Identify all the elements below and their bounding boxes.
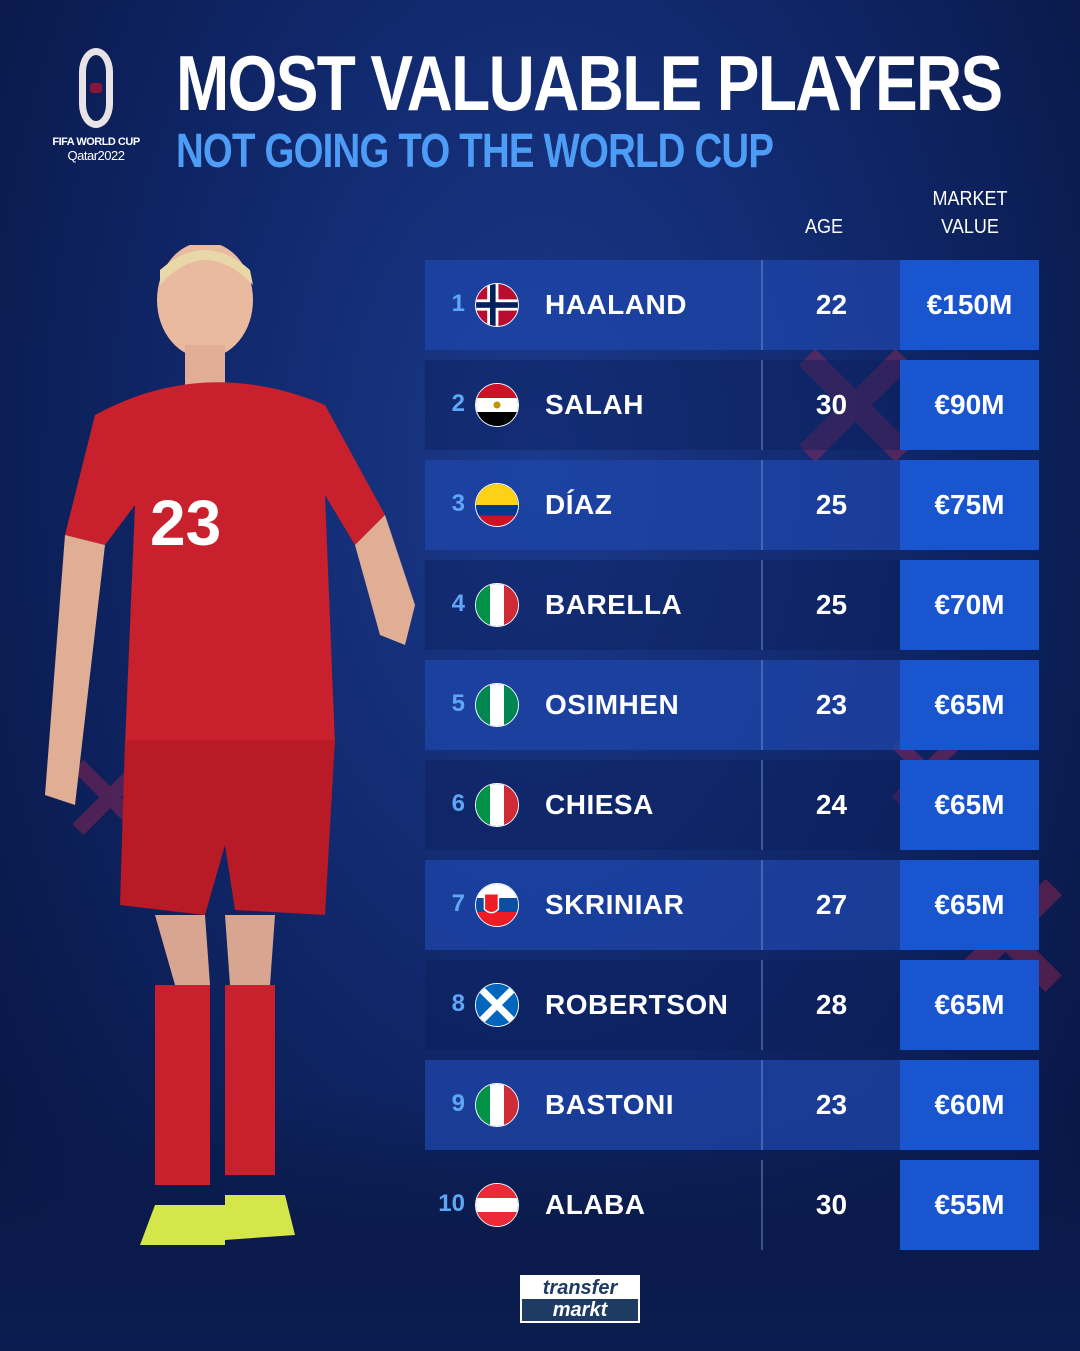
player-market-value: €65M <box>900 660 1039 750</box>
player-rank: 3 <box>451 490 465 517</box>
header-market-value-line2: VALUE <box>941 216 999 238</box>
player-rank: 2 <box>451 390 465 417</box>
header-market-value: MARKET VALUE <box>907 185 1033 241</box>
page-subtitle: NOT GOING TO THE WORLD CUP <box>176 125 774 178</box>
player-rank: 1 <box>451 290 465 317</box>
header-market-value-line1: MARKET <box>932 188 1008 210</box>
player-name: CHIESA <box>545 789 654 820</box>
player-name: DÍAZ <box>545 489 613 520</box>
transfermarkt-logo: transfer markt <box>520 1275 640 1323</box>
player-row: 3 DÍAZ 25 €75M <box>425 460 1040 550</box>
player-age: 25 <box>815 489 848 520</box>
player-market-value: €65M <box>900 960 1039 1050</box>
player-row: 2 SALAH 30 €90M <box>425 360 1040 450</box>
player-row: 5 OSIMHEN 23 €65M <box>425 660 1040 750</box>
italy-flag-icon <box>475 783 519 827</box>
player-age: 28 <box>815 989 848 1020</box>
column-divider <box>761 660 763 750</box>
player-rank: 6 <box>451 790 465 817</box>
player-age: 24 <box>815 789 848 820</box>
player-row: 7 SKRINIAR 27 €65M <box>425 860 1040 950</box>
player-photo: 23 <box>45 245 415 1245</box>
player-market-value: €75M <box>900 460 1039 550</box>
player-age: 30 <box>815 1189 848 1220</box>
column-divider <box>761 960 763 1050</box>
transfermarkt-logo-line2: markt <box>552 1299 608 1321</box>
player-age: 23 <box>815 689 848 720</box>
scotland-flag-icon <box>475 983 519 1027</box>
player-rank: 8 <box>451 990 465 1017</box>
header-age: AGE <box>804 216 844 238</box>
column-divider <box>761 260 763 350</box>
player-age: 30 <box>815 389 848 420</box>
logo-line1: FIFA WORLD CUP <box>52 136 140 148</box>
player-row: 6 CHIESA 24 €65M <box>425 760 1040 850</box>
slovakia-flag-icon <box>475 883 519 927</box>
player-row: 10 ALABA 30 €55M <box>425 1160 1040 1250</box>
player-market-value: €65M <box>900 760 1039 850</box>
player-market-value: €60M <box>900 1060 1039 1150</box>
player-name: ALABA <box>545 1189 646 1220</box>
colombia-flag-icon <box>475 483 519 527</box>
player-rank: 5 <box>451 690 465 717</box>
player-rank: 9 <box>451 1090 465 1117</box>
player-name: SKRINIAR <box>545 889 685 920</box>
player-name: BARELLA <box>545 589 683 620</box>
fifa-world-cup-logo: FIFA WORLD CUP Qatar2022 <box>46 48 146 163</box>
player-name: SALAH <box>545 389 644 420</box>
page-title: MOST VALUABLE PLAYERS <box>176 39 1003 127</box>
player-age: 22 <box>815 289 848 320</box>
column-divider <box>761 1160 763 1250</box>
nigeria-flag-icon <box>475 683 519 727</box>
column-divider <box>761 360 763 450</box>
trophy-icon <box>79 48 113 128</box>
player-market-value: €90M <box>900 360 1039 450</box>
player-market-value: €150M <box>900 260 1039 350</box>
logo-line2: Qatar2022 <box>67 148 125 163</box>
player-row: 4 BARELLA 25 €70M <box>425 560 1040 650</box>
shirt-number: 23 <box>150 487 221 559</box>
column-divider <box>761 760 763 850</box>
italy-flag-icon <box>475 583 519 627</box>
player-market-value: €65M <box>900 860 1039 950</box>
player-age: 27 <box>815 889 848 920</box>
player-name: OSIMHEN <box>545 689 680 720</box>
player-rank: 4 <box>451 590 465 617</box>
player-age: 23 <box>815 1089 848 1120</box>
player-rank: 10 <box>438 1190 465 1217</box>
player-market-value: €70M <box>900 560 1039 650</box>
player-name: ROBERTSON <box>545 989 729 1020</box>
column-divider <box>761 560 763 650</box>
austria-flag-icon <box>475 1183 519 1227</box>
egypt-flag-icon <box>475 383 519 427</box>
column-divider <box>761 460 763 550</box>
player-age: 25 <box>815 589 848 620</box>
column-divider <box>761 1060 763 1150</box>
column-divider <box>761 860 763 950</box>
italy-flag-icon <box>475 1083 519 1127</box>
player-name: HAALAND <box>545 289 687 320</box>
player-market-value: €55M <box>900 1160 1039 1250</box>
player-row: 8 ROBERTSON 28 €65M <box>425 960 1040 1050</box>
player-row: 9 BASTONI 23 €60M <box>425 1060 1040 1150</box>
player-name: BASTONI <box>545 1089 674 1120</box>
transfermarkt-logo-line1: transfer <box>522 1277 638 1299</box>
norway-flag-icon <box>475 283 519 327</box>
player-row: 1 HAALAND 22 €150M <box>425 260 1040 350</box>
player-rank: 7 <box>451 890 465 917</box>
